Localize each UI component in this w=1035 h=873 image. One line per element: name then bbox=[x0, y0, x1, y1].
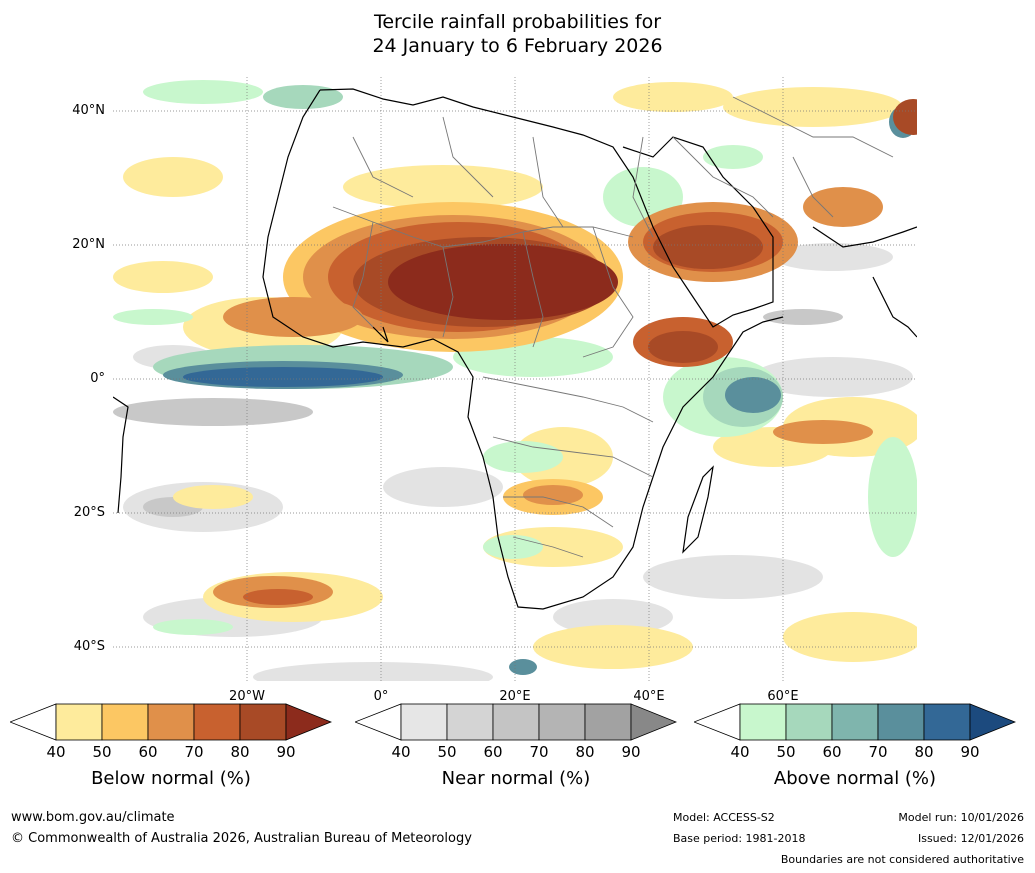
near-swatch-50 bbox=[446, 703, 494, 741]
near-swatch-40 bbox=[400, 703, 448, 741]
near-tick-60: 60 bbox=[483, 743, 503, 761]
base-period: Base period: 1981-2018 bbox=[673, 832, 806, 845]
lat-label-20s: 20°S bbox=[73, 505, 105, 520]
above-colorbar-title: Above normal (%) bbox=[773, 768, 937, 789]
above-swatch-50 bbox=[785, 703, 833, 741]
issued-date: Issued: 12/01/2026 bbox=[917, 832, 1024, 845]
near-swatch-70 bbox=[538, 703, 586, 741]
title-line-2: 24 January to 6 February 2026 bbox=[372, 35, 663, 57]
below-swatch-80 bbox=[239, 703, 287, 741]
graticule bbox=[113, 77, 917, 681]
above-swatch-80 bbox=[923, 703, 971, 741]
map-title: Tercile rainfall probabilities for 24 Ja… bbox=[0, 10, 1035, 58]
title-line-1: Tercile rainfall probabilities for bbox=[373, 11, 662, 33]
rainfall-probability-map bbox=[113, 77, 917, 681]
lat-label-equator: 0° bbox=[90, 371, 105, 386]
website-link[interactable]: www.bom.gov.au/climate bbox=[11, 810, 175, 825]
map-canvas bbox=[113, 77, 917, 681]
above-tick-80: 80 bbox=[914, 743, 934, 761]
below-normal-colorbar bbox=[10, 703, 332, 741]
above-tick-90: 90 bbox=[960, 743, 980, 761]
below-tick-60: 60 bbox=[138, 743, 158, 761]
lat-label-20n: 20°N bbox=[72, 237, 105, 252]
below-tick-50: 50 bbox=[92, 743, 112, 761]
above-swatch-under bbox=[694, 703, 741, 741]
above-swatch-70 bbox=[877, 703, 925, 741]
below-swatch-under bbox=[10, 703, 57, 741]
below-swatch-40 bbox=[55, 703, 103, 741]
above-normal-strong-patches bbox=[163, 106, 917, 675]
near-tick-70: 70 bbox=[529, 743, 549, 761]
near-swatch-60 bbox=[492, 703, 540, 741]
near-tick-90: 90 bbox=[621, 743, 641, 761]
above-tick-60: 60 bbox=[822, 743, 842, 761]
lon-label-20e: 20°E bbox=[499, 689, 531, 704]
near-swatch-under bbox=[355, 703, 402, 741]
near-normal-mid-patches bbox=[113, 309, 843, 517]
near-colorbar-title: Near normal (%) bbox=[441, 768, 591, 789]
coastlines bbox=[113, 88, 917, 610]
boundaries-disclaimer: Boundaries are not considered authoritat… bbox=[780, 853, 1024, 866]
above-swatch-40 bbox=[739, 703, 787, 741]
below-swatch-70 bbox=[193, 703, 241, 741]
near-normal-light-patches bbox=[123, 243, 913, 681]
lon-label-0: 0° bbox=[373, 689, 389, 704]
above-tick-40: 40 bbox=[730, 743, 750, 761]
above-tick-70: 70 bbox=[868, 743, 888, 761]
model-name: Model: ACCESS-S2 bbox=[673, 811, 775, 824]
above-swatch-over bbox=[969, 703, 1016, 741]
below-tick-40: 40 bbox=[46, 743, 66, 761]
near-tick-50: 50 bbox=[437, 743, 457, 761]
country-boundaries bbox=[332, 96, 894, 558]
below-tick-70: 70 bbox=[184, 743, 204, 761]
below-swatch-60 bbox=[147, 703, 195, 741]
above-normal-colorbar bbox=[694, 703, 1016, 741]
lon-label-20w: 20°W bbox=[229, 689, 265, 704]
model-run-date: Model run: 10/01/2026 bbox=[898, 811, 1024, 824]
near-swatch-80 bbox=[584, 703, 632, 741]
near-tick-80: 80 bbox=[575, 743, 595, 761]
below-tick-80: 80 bbox=[230, 743, 250, 761]
near-normal-colorbar bbox=[355, 703, 677, 741]
below-swatch-over bbox=[285, 703, 332, 741]
copyright-text: © Commonwealth of Australia 2026, Austra… bbox=[11, 831, 472, 846]
below-normal-strong-patches bbox=[213, 99, 917, 608]
near-tick-40: 40 bbox=[391, 743, 411, 761]
lon-label-60e: 60°E bbox=[767, 689, 799, 704]
below-tick-90: 90 bbox=[276, 743, 296, 761]
lat-label-40s: 40°S bbox=[73, 639, 105, 654]
below-swatch-50 bbox=[101, 703, 149, 741]
lat-label-40n: 40°N bbox=[72, 103, 105, 118]
lon-label-40e: 40°E bbox=[633, 689, 665, 704]
above-swatch-60 bbox=[831, 703, 879, 741]
above-tick-50: 50 bbox=[776, 743, 796, 761]
near-swatch-over bbox=[630, 703, 677, 741]
below-colorbar-title: Below normal (%) bbox=[91, 768, 251, 789]
